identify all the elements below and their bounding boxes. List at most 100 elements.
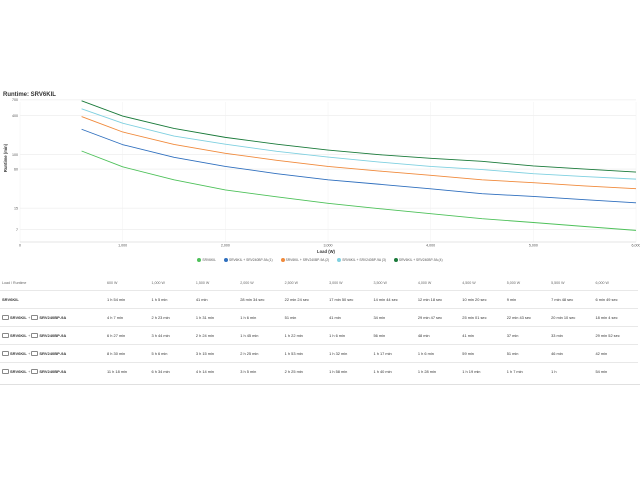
runtime-cell: 42 min	[593, 344, 638, 363]
legend-item-3[interactable]: SRV6KIL + SRV240BP-9A (2)	[280, 258, 330, 263]
runtime-cell: 1 h 19 min	[460, 362, 505, 380]
runtime-cell: 29 min 52 sec	[593, 326, 638, 345]
y-tick-label: 7	[16, 228, 18, 232]
runtime-cell: 8 h 30 min	[105, 344, 150, 363]
table-row-header: SRV6KIL + SRV240BP-9A	[0, 362, 106, 380]
runtime-cell: 2 h 23 min	[149, 308, 194, 327]
runtime-cell: 6 h 27 min	[105, 326, 150, 345]
legend-item-4[interactable]: SRV6KIL + SRV240BP-9A (3)	[337, 258, 386, 263]
legend-item-5[interactable]: SRV6KIL + SRV240BP-9A (4)	[393, 258, 443, 263]
runtime-cell: 29 min 47 sec	[415, 308, 461, 327]
y-axis-label: Runtime (min)	[3, 143, 8, 172]
table-header-row: Load / Runtime 600 W 1,000 W 1,500 W 2,000 …	[0, 276, 638, 291]
runtime-cell: 2 h 25 min	[282, 362, 328, 380]
runtime-cell: 2 h 24 min	[193, 326, 239, 345]
runtime-cell: 14 min 44 sec	[371, 290, 416, 309]
runtime-cell: 51 min	[282, 308, 328, 327]
legend-dot-icon	[280, 258, 285, 263]
x-tick-label: 4,000	[426, 244, 435, 248]
runtime-cell: 3 h 44 min	[149, 326, 194, 345]
plus-icon: +	[26, 332, 32, 338]
runtime-cell: 11 h 18 min	[105, 362, 150, 380]
row-model-name: SRV6KIL	[10, 368, 27, 374]
x-axis-label: Load (W)	[317, 249, 336, 254]
runtime-cell: 56 min	[371, 326, 416, 345]
runtime-cell: 1 h	[549, 362, 594, 380]
plus-icon: +	[26, 368, 32, 374]
runtime-cell: 22 min 43 sec	[504, 308, 550, 327]
table-column-header: 5,500 W	[551, 281, 565, 285]
runtime-cell: 1 h 17 min	[371, 344, 416, 363]
series-line-3[interactable]	[81, 116, 637, 190]
x-tick-label: 6,000	[632, 244, 640, 248]
runtime-cell: 2 h 25 min	[238, 344, 283, 363]
plus-icon: +	[26, 350, 32, 356]
ups-unit-icon	[2, 315, 9, 321]
runtime-cell: 46 min	[549, 344, 594, 363]
series-line-2[interactable]	[81, 128, 637, 204]
runtime-cell: 48 min	[415, 326, 461, 345]
table-row-header: SRV6KIL + SRV240BP-9A	[0, 326, 106, 345]
row-model-name: SRV6KIL	[10, 350, 27, 356]
runtime-cell: 4 h 7 min	[105, 308, 150, 327]
runtime-cell: 6 h 34 min	[149, 362, 194, 380]
legend-label: SRV6KIL + SRV240BP-9A (2)	[285, 258, 330, 262]
runtime-cell: 51 min	[504, 344, 550, 363]
table-row-header: SRV6KIL + SRV240BP-9A	[0, 308, 106, 327]
runtime-cell: 1 h 7 min	[504, 362, 550, 380]
row-addon-name: SRV240BP-9A	[39, 314, 67, 320]
runtime-cell: 6 min 49 sec	[593, 290, 638, 309]
chart-legend[interactable]: SRV6KIL SRV6KIL + SRV240BP-9A (1) SRV6KIL …	[0, 258, 640, 263]
runtime-cell: 41 min	[460, 326, 505, 345]
table-column-header: 2,500 W	[284, 281, 299, 285]
runtime-cell: 25 min 01 sec	[460, 308, 505, 327]
table-column-header: 6,000 W	[595, 281, 609, 285]
runtime-cell: 1 h 28 min	[415, 362, 461, 380]
runtime-cell: 4 h 14 min	[193, 362, 239, 380]
runtime-cell: 1 h 54 min	[105, 290, 150, 309]
series-line-5[interactable]	[81, 100, 637, 173]
runtime-cell: 1 h 31 min	[193, 308, 239, 327]
y-tick-label: 700	[12, 98, 18, 102]
ups-unit-icon	[2, 351, 9, 357]
runtime-cell: 54 min	[593, 362, 638, 380]
runtime-cell: 1 h 5 min	[149, 290, 194, 309]
y-tick-label: 60	[14, 167, 18, 171]
runtime-cell: 20 min 10 sec	[549, 308, 594, 327]
runtime-cell: 18 min 4 sec	[593, 308, 638, 327]
legend-item-1[interactable]: SRV6KIL	[197, 258, 216, 263]
battery-pack-icon	[31, 351, 39, 357]
legend-dot-icon	[337, 258, 342, 263]
legend-label: SRV6KIL + SRV240BP-9A (4)	[398, 258, 443, 262]
x-tick-label: 3,000	[324, 244, 333, 248]
table-row-header: SRV6KIL + SRV240BP-9A	[0, 344, 106, 363]
table-column-header: 600 W	[107, 281, 118, 285]
runtime-cell: 1 h 58 min	[327, 362, 372, 380]
runtime-table: Load / Runtime 600 W 1,000 W 1,500 W 2,000 …	[0, 276, 640, 380]
runtime-cell: 3 h 5 min	[238, 362, 283, 380]
table-column-header: 4,500 W	[462, 281, 476, 285]
legend-label: SRV6KIL	[202, 258, 216, 262]
y-tick-label: 400	[12, 114, 18, 118]
runtime-cell: 10 min 20 sec	[460, 290, 505, 309]
series-line-1[interactable]	[81, 150, 637, 231]
runtime-cell: 17 min 50 sec	[327, 290, 372, 309]
table-row: SRV6KIL + SRV240BP-9A 11 h 18 min 6 h 34 m…	[0, 362, 638, 380]
legend-item-2[interactable]: SRV6KIL + SRV240BP-9A (1)	[223, 258, 273, 263]
row-addon-name: SRV240BP-9A	[39, 368, 67, 374]
series-line-4[interactable]	[81, 108, 637, 180]
runtime-cell: 59 min	[460, 344, 505, 363]
battery-pack-icon	[31, 315, 39, 321]
x-tick-label: 2,000	[221, 244, 230, 248]
x-tick-label: 0	[19, 244, 21, 248]
chart-title: Runtime: SRV6KIL	[3, 92, 56, 98]
grid	[19, 99, 637, 243]
battery-pack-icon	[31, 333, 39, 339]
legend-dot-icon	[197, 258, 202, 263]
runtime-cell: 41 min	[193, 290, 239, 309]
runtime-cell: 5 h 6 min	[149, 344, 194, 363]
runtime-cell: 1 h 53 min	[282, 344, 328, 363]
ups-unit-icon	[2, 333, 9, 339]
table-row: SRV6KIL + SRV240BP-9A 6 h 27 min 3 h 44 mi…	[0, 326, 638, 345]
runtime-cell: 12 min 18 sec	[415, 290, 461, 309]
